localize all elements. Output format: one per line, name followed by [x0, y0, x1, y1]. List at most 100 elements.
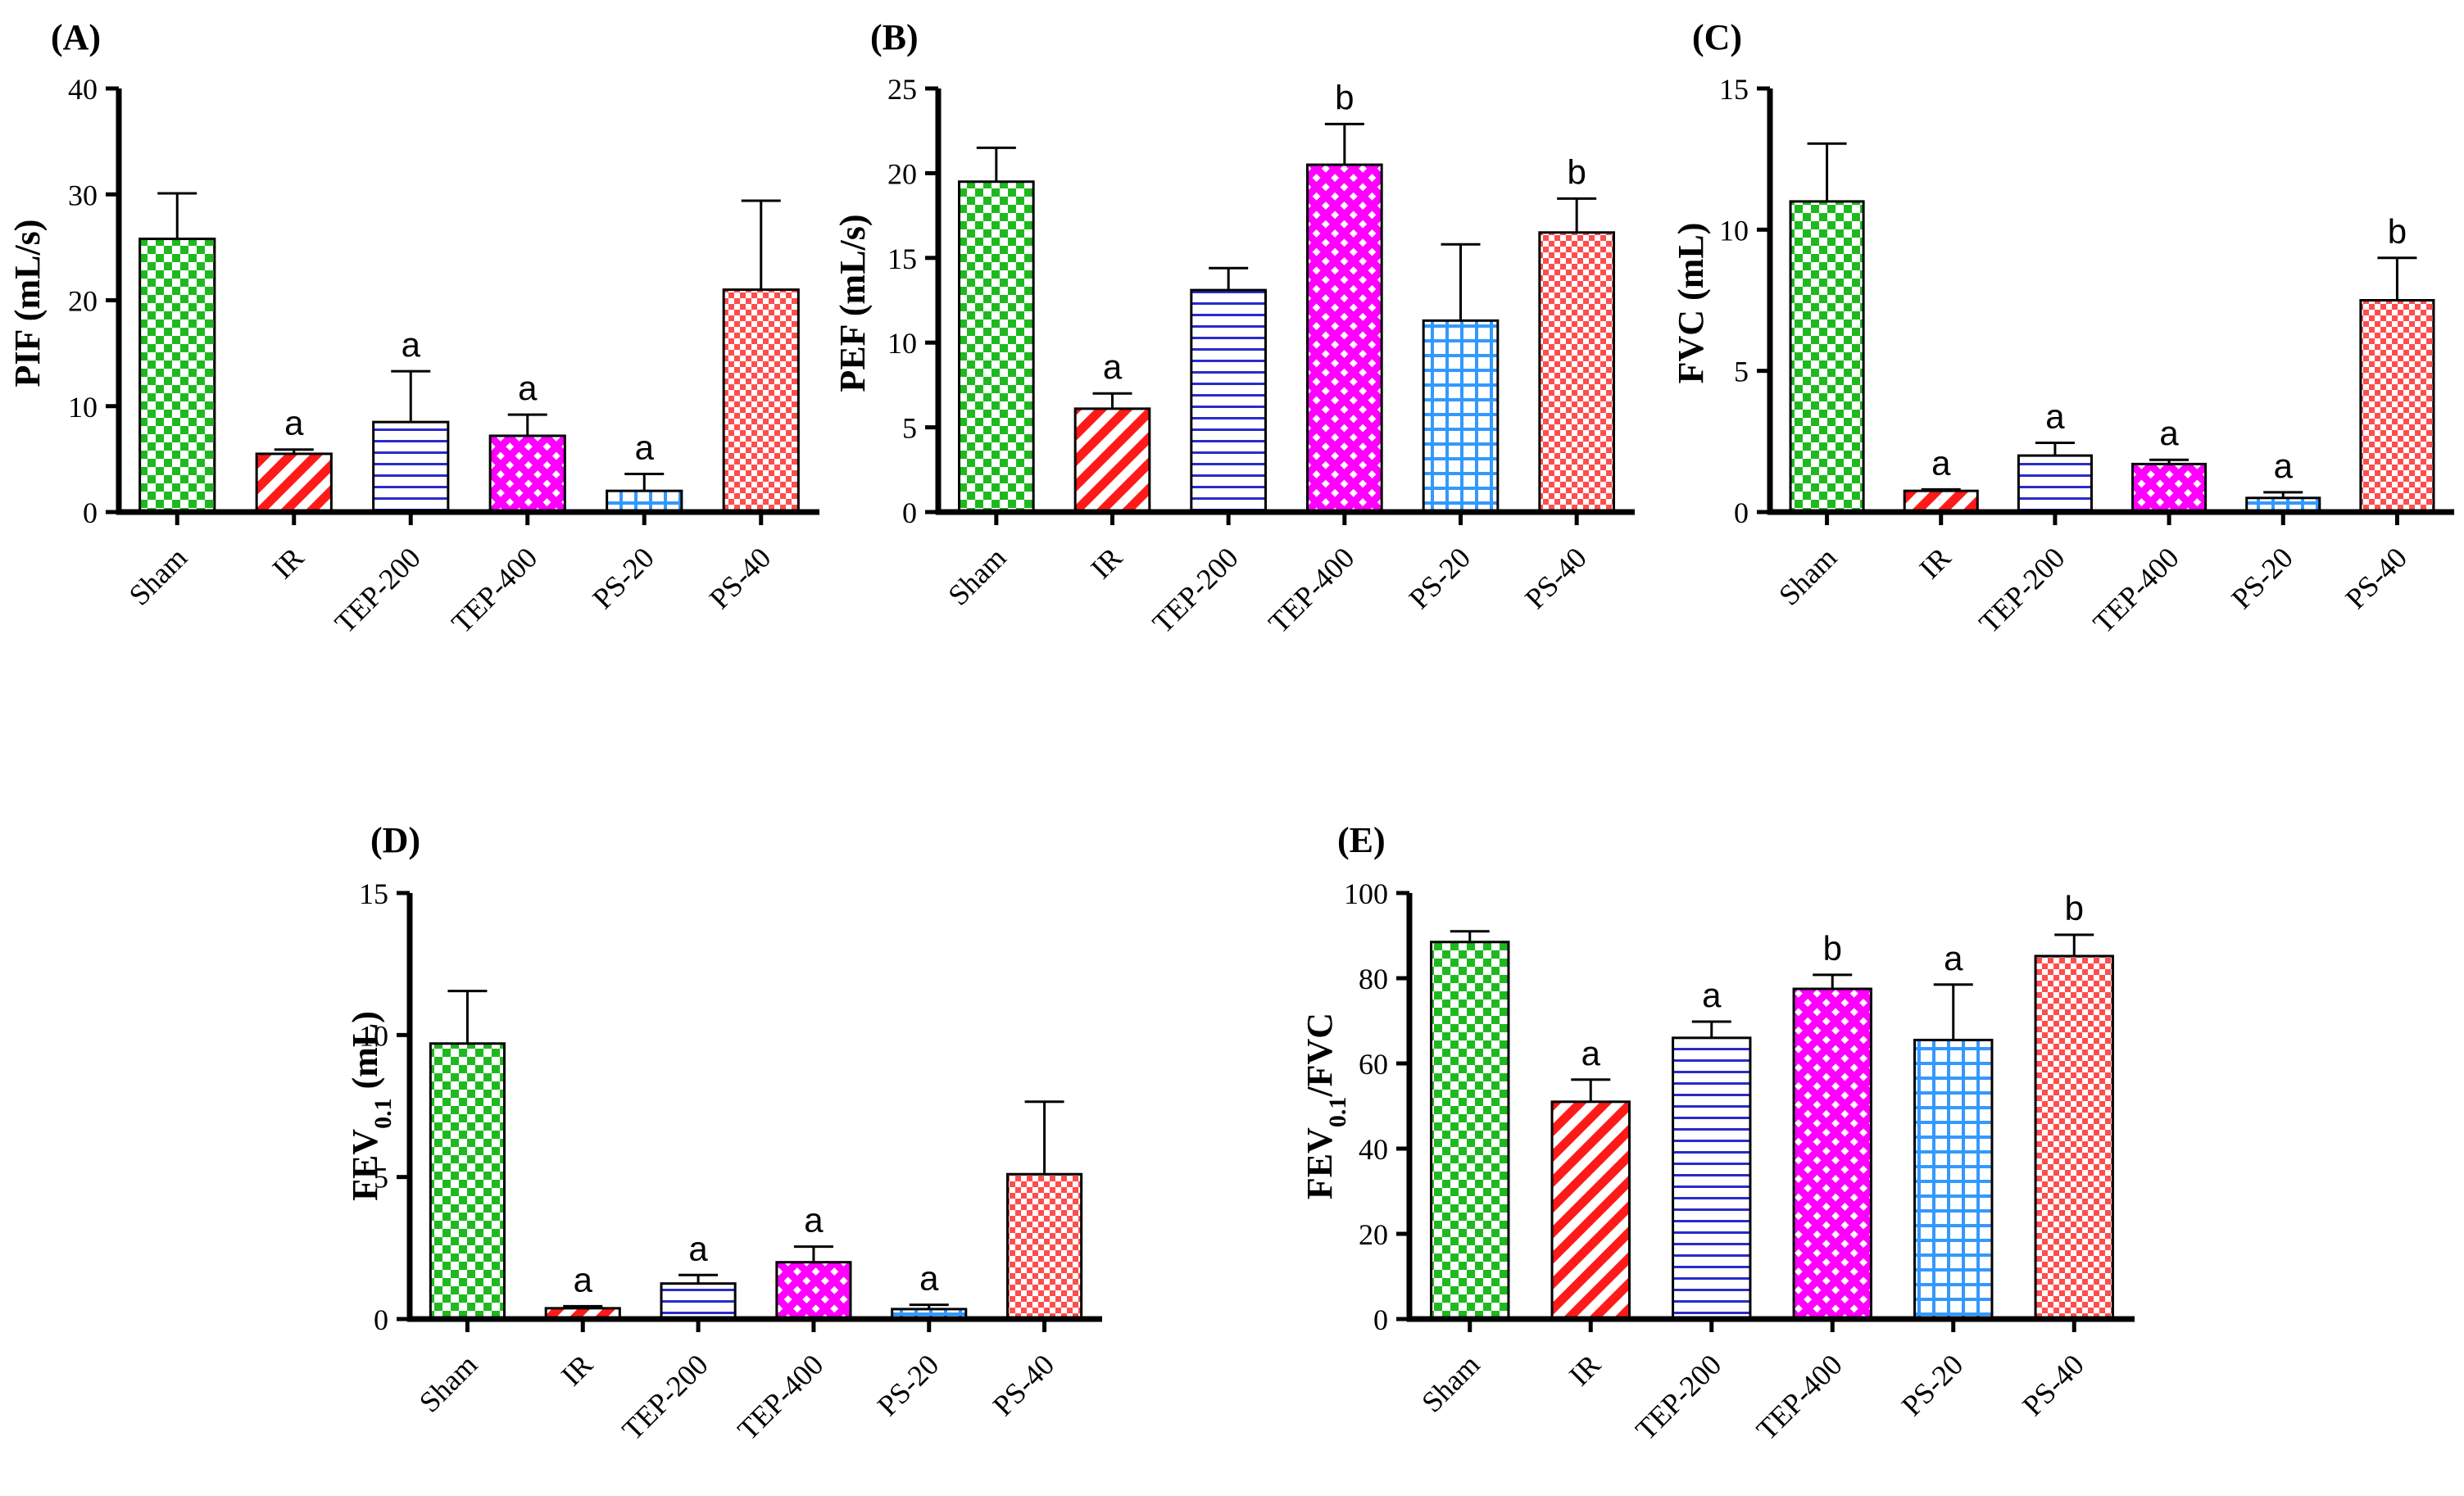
significance-label: b	[1823, 929, 1842, 968]
y-tick-label: 80	[1359, 963, 1388, 995]
bar-tep-200	[372, 420, 450, 514]
category-label: IR	[1563, 1348, 1607, 1392]
category-label: TEP-400	[2087, 541, 2185, 639]
y-axis-title-part: 0.1	[1324, 1097, 1351, 1128]
category-label: IR	[266, 541, 311, 585]
bar-sham	[1430, 941, 1510, 1321]
category-label: Sham	[123, 541, 193, 611]
category-label: PS-20	[1403, 541, 1477, 615]
y-tick-label: 15	[887, 243, 917, 275]
y-axis-title-part: (mL)	[345, 1011, 385, 1098]
y-tick-label: 5	[902, 412, 917, 445]
y-tick-label: 100	[1344, 877, 1388, 910]
category-label: PS-20	[871, 1348, 946, 1422]
category-label: IR	[1913, 541, 1958, 585]
bar-tep-400	[1306, 163, 1383, 514]
category-label: Sham	[942, 541, 1012, 611]
category-label: PS-20	[586, 541, 660, 615]
category-label: TEP-400	[731, 1348, 829, 1446]
category-label: PS-40	[987, 1348, 1061, 1422]
bar-tep-200	[1672, 1036, 1752, 1321]
category-label: Sham	[1415, 1348, 1486, 1418]
category-label: TEP-200	[329, 541, 427, 639]
category-label: PS-40	[1518, 541, 1593, 615]
significance-label: b	[2065, 889, 2084, 927]
bar-tep-200	[1190, 288, 1268, 514]
y-axis-title-part: /FVC	[1300, 1013, 1340, 1098]
bar-tep-400	[488, 434, 566, 514]
category-label: TEP-200	[616, 1348, 715, 1446]
category-label: PS-20	[2225, 541, 2299, 615]
y-tick-label: 20	[68, 285, 98, 318]
bar-ps-20	[1422, 319, 1500, 514]
bar-tep-400	[2131, 462, 2208, 514]
significance-label: a	[284, 404, 304, 442]
significance-label: a	[1702, 976, 1722, 1014]
bar-ps-40	[2034, 954, 2114, 1321]
bar-ps-40	[1538, 231, 1616, 514]
significance-label: a	[402, 325, 421, 364]
significance-label: a	[919, 1259, 939, 1298]
significance-label: a	[1931, 443, 1951, 482]
significance-label: a	[688, 1229, 708, 1267]
y-tick-label: 5	[1734, 356, 1749, 388]
significance-label: a	[2045, 397, 2065, 436]
significance-label: a	[518, 369, 538, 407]
y-tick-label: 10	[359, 1019, 388, 1052]
y-axis-title: PIF (mL/s)	[7, 220, 48, 388]
bar-sham	[429, 1042, 506, 1321]
bar-sham	[138, 238, 216, 514]
y-tick-label: 0	[902, 496, 917, 529]
category-label: TEP-200	[1629, 1348, 1727, 1446]
category-label: IR	[555, 1348, 599, 1392]
category-label: PS-40	[2016, 1348, 2090, 1422]
y-axis-title: FEV0.1 (mL)	[345, 1011, 397, 1201]
significance-label: a	[804, 1201, 824, 1240]
y-axis-title-part: FEV	[345, 1129, 385, 1201]
chart-panel: (D) FEV0.1 (mL) Sham a IR a TEP-200 a TEP-400 a PS…	[345, 820, 1102, 1447]
significance-label: a	[2274, 447, 2294, 485]
significance-label: a	[2159, 414, 2179, 452]
y-tick-label: 20	[1359, 1218, 1388, 1251]
category-label: TEP-400	[1262, 541, 1360, 639]
y-axis-title: PEF (mL/s)	[833, 214, 873, 392]
significance-label: a	[1103, 347, 1123, 386]
y-axis-title-part: PIF (mL/s)	[7, 220, 48, 388]
category-label: TEP-200	[1972, 541, 2071, 639]
category-label: PS-20	[1895, 1348, 1970, 1422]
chart-panel: (B) PEF (mL/s) Sham a IR TEP-200 b TEP-400 PS-20…	[833, 17, 1635, 640]
y-tick-label: 0	[83, 496, 98, 529]
bar-ir	[255, 452, 333, 514]
bar-tep-200	[660, 1282, 737, 1321]
bar-sham	[1789, 200, 1865, 514]
category-label: TEP-400	[445, 541, 543, 639]
panel-label: (A)	[51, 17, 101, 57]
category-label: IR	[1084, 541, 1128, 585]
bar-ir	[1903, 489, 1979, 514]
bar-ps-40	[722, 288, 800, 514]
bar-ir	[1550, 1100, 1631, 1321]
category-label: Sham	[413, 1348, 483, 1418]
panel-label: (E)	[1337, 820, 1386, 860]
significance-label: a	[1944, 939, 1963, 977]
y-axis-title: FEV0.1/FVC	[1300, 1013, 1351, 1199]
category-label: PS-40	[703, 541, 778, 615]
chart-panel: (C) FVC (mL) Sham a IR a TEP-200 a TEP-400 a PS-20…	[1671, 17, 2454, 640]
chart-panel: (A) PIF (mL/s) Sham a IR a TEP-200 a TEP-400 a PS-…	[7, 17, 819, 640]
significance-label: a	[1581, 1034, 1601, 1072]
chart-panel: (E) FEV0.1/FVC Sham a IR a TEP-200 b TEP-400 a PS-…	[1300, 820, 2135, 1447]
y-tick-label: 60	[1359, 1048, 1388, 1081]
bar-tep-400	[775, 1261, 852, 1321]
category-label: TEP-200	[1146, 541, 1245, 639]
panel-label: (B)	[870, 17, 919, 57]
significance-label: b	[1567, 152, 1586, 191]
y-tick-label: 0	[1734, 496, 1749, 529]
y-tick-label: 5	[374, 1162, 388, 1195]
y-axis-title: FVC (mL)	[1671, 223, 1711, 384]
y-tick-label: 10	[1719, 214, 1749, 247]
y-tick-label: 20	[887, 157, 917, 190]
bar-ps-40	[2359, 299, 2435, 514]
y-axis-title-part: FEV	[1300, 1127, 1340, 1199]
y-tick-label: 15	[359, 877, 388, 910]
